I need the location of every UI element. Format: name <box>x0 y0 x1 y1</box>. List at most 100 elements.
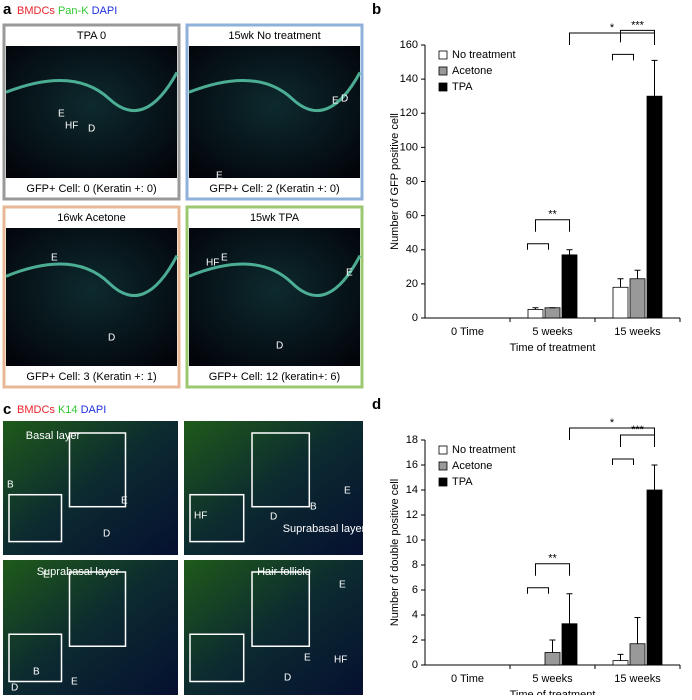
significance-bracket <box>569 32 655 45</box>
tile-title: Suprabasal layer <box>283 523 366 535</box>
x-tick-label: 5 weeks <box>532 673 573 685</box>
significance-bracket <box>535 219 570 232</box>
region-label: E <box>58 109 65 120</box>
legend-entry: K14 <box>58 404 81 416</box>
micrograph <box>6 46 177 178</box>
micrograph <box>189 228 360 366</box>
keratin-signal <box>188 71 362 113</box>
micrograph <box>3 421 178 555</box>
bar <box>629 643 646 666</box>
bar <box>646 489 663 666</box>
panel-label: a <box>3 1 12 18</box>
y-tick-label: 16 <box>406 459 418 471</box>
panel-label: c <box>3 401 11 418</box>
region-label: HF <box>194 511 207 522</box>
inset-box <box>189 493 245 543</box>
keratin-signal <box>5 71 179 113</box>
tile-title: Hair follicle <box>257 566 311 578</box>
error-bar <box>634 269 641 279</box>
tile-caption: GFP+ Cell: 12 (keratin+: 6) <box>209 371 340 383</box>
y-tick-label: 18 <box>406 434 418 446</box>
bar <box>561 623 578 666</box>
region-label: D <box>270 512 277 523</box>
error-bar <box>532 307 539 310</box>
legend-entry: BMDCs <box>17 5 58 17</box>
tile-title: Suprabasal layer <box>37 566 120 578</box>
inset-box <box>251 571 311 647</box>
region-label: HF <box>65 121 78 132</box>
y-tick-label: 2 <box>412 634 418 646</box>
tile-title: 16wk Acetone <box>57 212 126 224</box>
bar <box>629 278 646 319</box>
region-label: E <box>121 496 128 507</box>
significance-bracket <box>535 563 570 576</box>
inset-box <box>8 633 63 683</box>
legend-swatch <box>438 445 448 455</box>
x-tick-label: 0 Time <box>451 326 484 338</box>
region-label: E <box>304 653 311 664</box>
region-label: E <box>71 677 78 688</box>
inset-box <box>8 493 63 543</box>
y-tick-label: 12 <box>406 509 418 521</box>
y-tick-label: 80 <box>406 175 418 187</box>
region-label: D <box>341 94 348 105</box>
error-bar <box>617 653 624 661</box>
y-tick-label: 14 <box>406 484 418 496</box>
bar <box>544 652 561 666</box>
tile-caption: GFP+ Cell: 2 (Keratin +: 0) <box>209 183 339 195</box>
legend-entry: BMDCs <box>17 404 58 416</box>
y-tick-label: 0 <box>412 312 418 324</box>
micrograph <box>3 560 178 695</box>
y-tick-label: 8 <box>412 559 418 571</box>
y-tick-label: 120 <box>400 107 418 119</box>
tile-caption: GFP+ Cell: 0 (Keratin +: 0) <box>26 183 156 195</box>
legend-label: No treatment <box>452 49 516 61</box>
legend-swatch <box>438 66 448 76</box>
region-label: E <box>346 268 353 279</box>
region-label: E <box>51 253 58 264</box>
legend-label: Acetone <box>452 65 492 77</box>
y-tick-label: 20 <box>406 278 418 290</box>
region-label: D <box>11 683 18 694</box>
bar <box>561 254 578 319</box>
y-tick-label: 4 <box>412 609 418 621</box>
legend-label: TPA <box>452 81 473 93</box>
bar <box>612 660 629 666</box>
significance-label: *** <box>631 424 645 436</box>
region-label: E <box>344 486 351 497</box>
legend-swatch <box>438 461 448 471</box>
region-label: D <box>88 124 95 135</box>
error-bar <box>651 59 658 97</box>
group-bracket <box>527 587 549 594</box>
region-label: HF <box>334 655 347 666</box>
y-axis-label: Number of double positive cell <box>389 479 401 626</box>
region-label: B <box>7 480 14 491</box>
y-tick-label: 100 <box>400 141 418 153</box>
keratin-signal <box>188 254 362 298</box>
x-tick-label: 15 weeks <box>614 673 661 685</box>
legend-entry: Pan-K <box>58 5 92 17</box>
region-label: E <box>221 253 228 264</box>
x-axis-label: Time of treatment <box>510 689 596 695</box>
y-axis-label: Number of GFP positive cell <box>389 113 401 250</box>
x-tick-label: 15 weeks <box>614 326 661 338</box>
region-label: HF <box>206 258 219 269</box>
micrograph <box>184 421 363 555</box>
tile-title: 15wk No treatment <box>228 30 320 42</box>
group-bracket <box>612 458 634 465</box>
y-tick-label: 160 <box>400 39 418 51</box>
legend-label: TPA <box>452 476 473 488</box>
significance-label: ** <box>548 209 557 221</box>
inset-box <box>68 571 127 647</box>
error-bar <box>617 278 624 288</box>
significance-label: *** <box>631 19 645 31</box>
group-bracket <box>612 53 634 61</box>
legend-swatch <box>438 50 448 60</box>
tile-title: TPA 0 <box>77 30 106 42</box>
region-label: E <box>43 570 50 581</box>
tile-title: 15wk TPA <box>250 212 300 224</box>
region-label: B <box>33 667 40 678</box>
micrograph <box>189 46 360 178</box>
legend-entry: DAPI <box>92 5 118 17</box>
